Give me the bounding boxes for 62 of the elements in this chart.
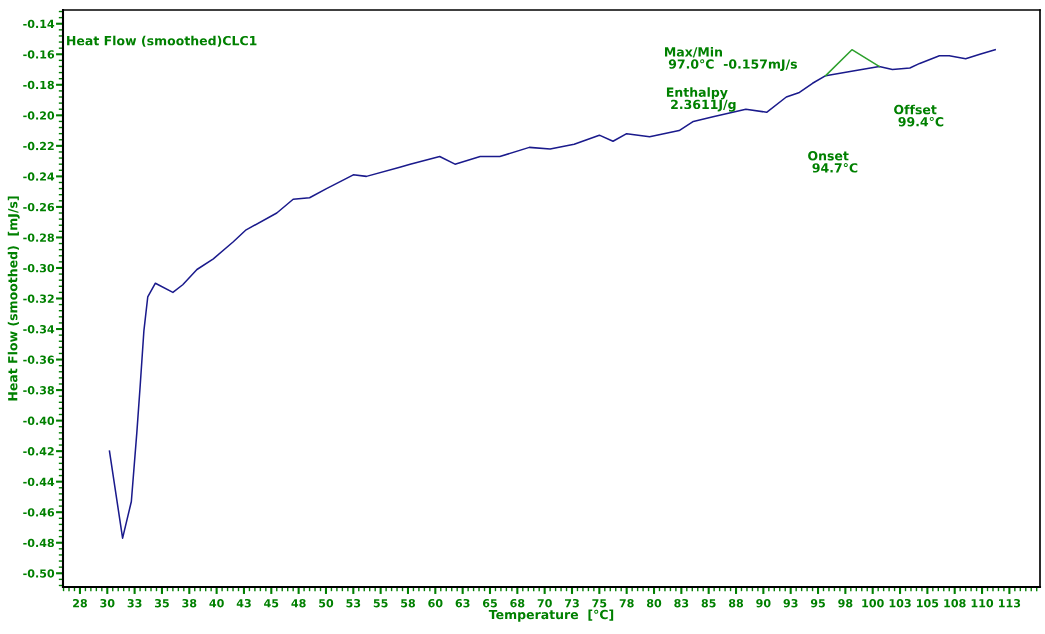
y-tick-label: -0.48	[23, 538, 54, 548]
x-tick-label: 75	[592, 599, 607, 608]
x-tick-label: 58	[401, 599, 416, 608]
x-tick-label: 103	[889, 599, 911, 608]
annotation: Heat Flow (smoothed)CLC1	[67, 35, 257, 47]
x-tick-label: 113	[999, 599, 1021, 608]
y-tick-label: -0.24	[23, 172, 55, 181]
x-tick-label: 35	[154, 599, 169, 608]
y-tick-label: -0.14	[23, 19, 55, 29]
y-tick-label: -0.22	[23, 141, 54, 151]
x-tick-label: 53	[346, 599, 361, 608]
y-tick-label: -0.36	[23, 355, 55, 364]
x-tick-label: 88	[728, 599, 744, 608]
y-tick-label: -0.42	[23, 447, 54, 456]
x-tick-label: 30	[100, 599, 115, 608]
y-tick-label: -0.28	[23, 233, 54, 242]
y-tick-label: -0.46	[23, 508, 55, 517]
y-tick-label: -0.44	[23, 477, 55, 487]
x-tick-label: 50	[319, 599, 334, 608]
x-tick-label: 78	[619, 599, 634, 608]
y-tick-label: -0.30	[23, 263, 55, 273]
annotation: Offset 99.4°C	[894, 104, 944, 127]
x-tick-label: 108	[944, 599, 966, 608]
y-tick-label: -0.50	[23, 569, 55, 578]
annotation: Enthalpy 2.3611J/g	[666, 87, 736, 112]
x-tick-label: 55	[373, 599, 388, 608]
y-axis-title: Heat Flow (smoothed) [mJ/s]	[7, 196, 20, 401]
x-tick-label: 110	[971, 599, 994, 608]
y-tick-label: -0.20	[23, 111, 55, 120]
x-tick-label: 100	[862, 599, 884, 608]
y-tick-label: -0.40	[23, 416, 55, 425]
x-tick-label: 38	[182, 599, 197, 608]
y-tick-label: -0.34	[23, 325, 55, 334]
x-tick-label: 105	[917, 599, 939, 608]
y-tick-label: -0.18	[23, 80, 54, 90]
x-tick-label: 33	[127, 599, 142, 608]
x-tick-label: 60	[428, 599, 443, 608]
x-tick-label: 98	[838, 599, 853, 608]
x-tick-label: 45	[264, 599, 279, 608]
y-tick-label: -0.16	[23, 50, 55, 59]
y-tick-label: -0.26	[23, 202, 55, 212]
line-series	[108, 48, 996, 539]
x-tick-label: 85	[701, 599, 716, 608]
annotation: Onset 94.7°C	[808, 151, 858, 173]
x-tick-label: 43	[236, 599, 251, 608]
x-tick-label: 63	[455, 599, 470, 608]
x-tick-label: 68	[510, 599, 525, 608]
annotation: Max/Min 97.0°C -0.157mJ/s	[665, 46, 797, 72]
x-tick-label: 28	[73, 599, 87, 608]
x-tick-label: 73	[565, 599, 579, 608]
x-tick-label: 40	[209, 599, 224, 608]
x-tick-label: 80	[646, 599, 662, 608]
x-tick-label: 48	[291, 599, 306, 608]
x-tick-label: 70	[537, 599, 552, 608]
x-tick-label: 83	[674, 599, 689, 608]
x-tick-label: 95	[810, 599, 825, 608]
y-tick-label: -0.32	[23, 294, 54, 303]
x-axis-title: Temperature [°C]	[488, 609, 614, 622]
y-tick-label: -0.38	[23, 386, 54, 395]
x-tick-label: 90	[756, 599, 771, 608]
x-tick-label: 93	[783, 599, 798, 608]
x-tick-label: 65	[482, 599, 497, 608]
